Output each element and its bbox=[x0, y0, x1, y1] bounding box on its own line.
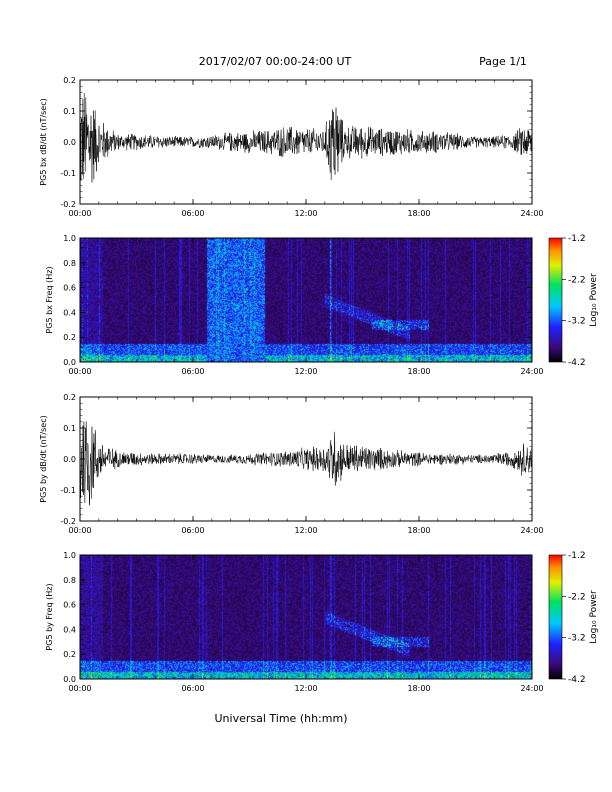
x-tick-label: 12:00 bbox=[294, 526, 317, 535]
y-tick-label: 0.4 bbox=[63, 308, 76, 317]
x-tick-label: 00:00 bbox=[68, 367, 91, 376]
y-tick-label: 0.8 bbox=[63, 576, 76, 585]
by-spectrogram-ylabel: PG5 by Freq (Hz) bbox=[45, 583, 54, 650]
colorbar-tick-label: -4.2 bbox=[568, 675, 586, 685]
x-tick-label: 24:00 bbox=[520, 367, 543, 376]
y-tick-label: -0.1 bbox=[60, 486, 76, 495]
y-tick-label: 0.1 bbox=[63, 424, 76, 433]
panel-by-spectrogram: 00:00 06:00 12:00 18:00 24:00 0.0 0.2 0.4 0.6 0.8… bbox=[45, 551, 599, 693]
x-tick-label: 06:00 bbox=[181, 526, 204, 535]
y-tick-label: 0.0 bbox=[63, 675, 76, 684]
y-tick-label: 0.2 bbox=[63, 393, 76, 402]
bx-spectrogram-ticks: 00:00 06:00 12:00 18:00 24:00 0.0 0.2 0.4 0.6 0.8… bbox=[63, 234, 543, 376]
y-tick-label: 0.0 bbox=[63, 358, 76, 367]
x-tick-label: 24:00 bbox=[520, 209, 543, 218]
y-tick-label: 0.2 bbox=[63, 333, 76, 342]
x-tick-label: 12:00 bbox=[294, 209, 317, 218]
y-tick-label: 1.0 bbox=[63, 551, 76, 560]
y-tick-label: -0.1 bbox=[60, 169, 76, 178]
x-tick-label: 00:00 bbox=[68, 209, 91, 218]
x-tick-label: 06:00 bbox=[181, 367, 204, 376]
header-date-range: 2017/02/07 00:00-24:00 UT bbox=[199, 55, 352, 68]
colorbar-tick-label: -1.2 bbox=[568, 234, 586, 244]
bx-colorbar-ticks: -1.2 -2.2 -3.2 -4.2 bbox=[562, 234, 586, 368]
y-tick-label: 0.6 bbox=[63, 284, 76, 293]
x-tick-label: 00:00 bbox=[68, 526, 91, 535]
x-tick-label: 24:00 bbox=[520, 526, 543, 535]
by-colorbar-label: Log₁₀ Power bbox=[589, 590, 599, 644]
y-tick-label: 0.2 bbox=[63, 650, 76, 659]
bx-spectrogram-ylabel: PG5 bx Freq (Hz) bbox=[45, 266, 54, 333]
y-tick-label: 1.0 bbox=[63, 234, 76, 243]
bx-spectrogram-heatmap bbox=[80, 238, 532, 362]
y-tick-label: 0.0 bbox=[63, 455, 76, 464]
x-tick-label: 06:00 bbox=[181, 209, 204, 218]
x-tick-label: 18:00 bbox=[407, 367, 430, 376]
panel-bx-dbdt: 00:00 06:00 12:00 18:00 24:00 -0.2 -0.1 0.0 0.1 0… bbox=[39, 76, 544, 218]
y-tick-label: 0.6 bbox=[63, 601, 76, 610]
y-tick-label: 0.2 bbox=[63, 76, 76, 85]
x-tick-label: 24:00 bbox=[520, 684, 543, 693]
y-tick-label: -0.2 bbox=[60, 517, 76, 526]
x-tick-label: 18:00 bbox=[407, 684, 430, 693]
x-tick-label: 12:00 bbox=[294, 367, 317, 376]
x-tick-label: 18:00 bbox=[407, 526, 430, 535]
bx-colorbar-label: Log₁₀ Power bbox=[589, 273, 599, 327]
bx-dbdt-ylabel: PG5 bx dB/dt (nT/sec) bbox=[39, 98, 48, 185]
by-dbdt-ylabel: PG5 by dB/dt (nT/sec) bbox=[39, 415, 48, 502]
x-tick-label: 18:00 bbox=[407, 209, 430, 218]
header-page: Page 1/1 bbox=[479, 55, 527, 68]
bx-dbdt-trace bbox=[80, 93, 532, 183]
x-tick-label: 12:00 bbox=[294, 684, 317, 693]
x-tick-label: 00:00 bbox=[68, 684, 91, 693]
x-axis-label: Universal Time (hh:mm) bbox=[215, 712, 348, 725]
by-colorbar bbox=[548, 554, 563, 680]
panel-by-dbdt: 00:00 06:00 12:00 18:00 24:00 -0.2 -0.1 0.0 0.1 0… bbox=[39, 393, 544, 535]
x-tick-label: 06:00 bbox=[181, 684, 204, 693]
colorbar-tick-label: -1.2 bbox=[568, 551, 586, 561]
by-spectrogram-ticks: 00:00 06:00 12:00 18:00 24:00 0.0 0.2 0.4 0.6 0.8… bbox=[63, 551, 543, 693]
colorbar-tick-label: -4.2 bbox=[568, 358, 586, 368]
by-dbdt-ticks: 00:00 06:00 12:00 18:00 24:00 -0.2 -0.1 0.0 0.1 0… bbox=[60, 393, 543, 535]
y-tick-label: -0.2 bbox=[60, 200, 76, 209]
y-tick-label: 0.8 bbox=[63, 259, 76, 268]
bx-colorbar bbox=[548, 237, 563, 363]
colorbar-tick-label: -2.2 bbox=[568, 275, 586, 285]
by-colorbar-ticks: -1.2 -2.2 -3.2 -4.2 bbox=[562, 551, 586, 685]
colorbar-tick-label: -3.2 bbox=[568, 634, 586, 644]
y-tick-label: 0.1 bbox=[63, 107, 76, 116]
colorbar-tick-label: -3.2 bbox=[568, 317, 586, 327]
y-tick-label: 0.0 bbox=[63, 138, 76, 147]
dbdt-line bbox=[80, 421, 532, 506]
y-tick-label: 0.4 bbox=[63, 625, 76, 634]
colorbar-tick-label: -2.2 bbox=[568, 592, 586, 602]
by-spectrogram-heatmap bbox=[80, 555, 532, 679]
dbdt-line bbox=[80, 93, 532, 183]
panel-bx-spectrogram: 00:00 06:00 12:00 18:00 24:00 0.0 0.2 0.4 0.6 0.8… bbox=[45, 234, 599, 376]
by-dbdt-trace bbox=[80, 421, 532, 506]
bx-dbdt-ticks: 00:00 06:00 12:00 18:00 24:00 -0.2 -0.1 0.0 0.1 0… bbox=[60, 76, 543, 218]
